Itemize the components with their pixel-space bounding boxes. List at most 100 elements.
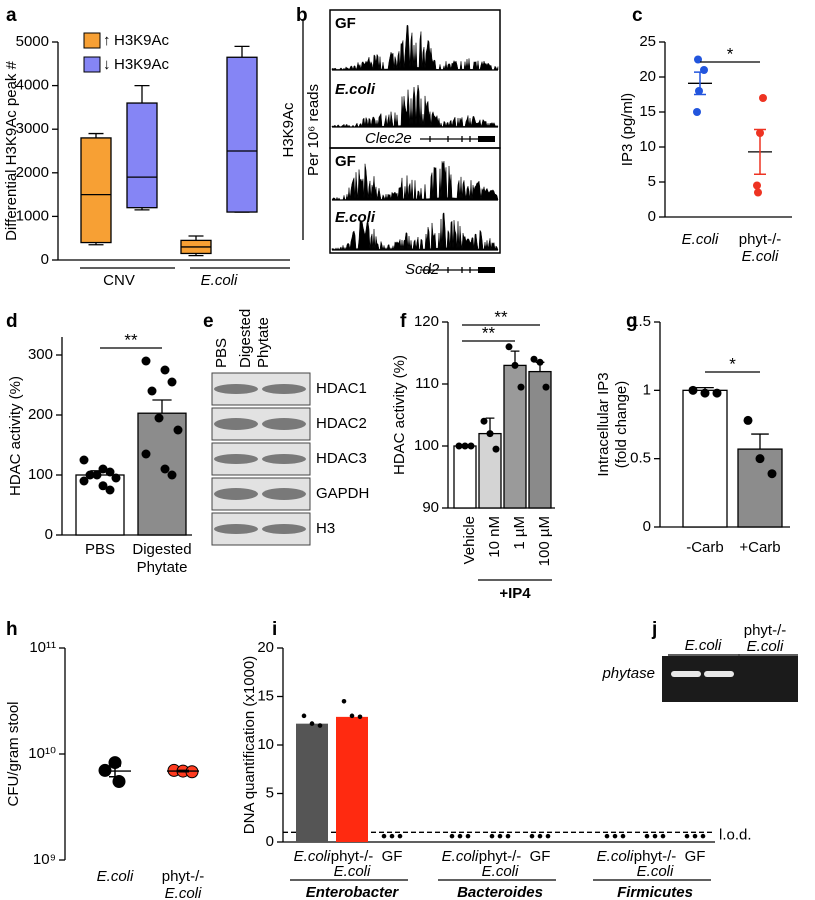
data-point (357, 714, 363, 720)
data-point (693, 108, 701, 116)
x-tick-label: phyt-/- (331, 848, 374, 865)
error-bar (177, 769, 189, 773)
y-tick-label: 200 (28, 406, 53, 423)
significance-label: ** (494, 307, 508, 326)
x-tick-label: E.coli (682, 231, 719, 248)
data-point (141, 356, 151, 366)
x-tick-label: E.coli (482, 863, 519, 880)
error-bar (751, 433, 769, 450)
legend-label: H3K9Ac (114, 32, 170, 49)
data-point (620, 833, 626, 839)
bar (336, 716, 368, 842)
x-tick-label: Digested (132, 541, 191, 558)
x-tick-label: 1 µM (511, 516, 528, 550)
data-point (98, 464, 108, 474)
data-point (660, 833, 666, 839)
y-axis-label: Differential H3K9Ac peak # (3, 60, 20, 240)
coverage-track (331, 161, 499, 201)
exon-block (478, 267, 495, 273)
y-axis-label: CFU/gram stool (5, 701, 22, 806)
x-tick-label: 10 nM (486, 516, 503, 558)
data-point (397, 833, 403, 839)
data-point (167, 377, 177, 387)
data-point (505, 343, 513, 351)
x-tick-label: +Carb (739, 539, 780, 556)
x-tick-label: GF (685, 848, 706, 865)
y-axis-label: IP3 (pg/ml) (619, 93, 636, 166)
data-point (480, 417, 488, 425)
data-point (317, 723, 323, 728)
panel-label: g (626, 311, 638, 332)
x-tick-label: E.coli (201, 272, 238, 289)
gene-label: Clec2e (365, 130, 412, 147)
y-axis-label: (fold change) (613, 381, 630, 469)
bar (453, 445, 477, 509)
data-point (389, 833, 395, 839)
blot-band (214, 418, 258, 430)
x-tick-label: -Carb (686, 539, 724, 556)
data-point (700, 833, 706, 839)
significance-label: * (727, 44, 734, 63)
y-axis-label: HDAC activity (%) (391, 355, 408, 475)
data-point (98, 481, 108, 491)
data-point (461, 442, 469, 450)
y-tick-label: 120 (414, 313, 439, 330)
data-point (98, 763, 112, 777)
panel-label: j (651, 619, 657, 640)
y-tick-label: 25 (639, 33, 656, 50)
y-tick-label: 5 (266, 784, 274, 801)
y-axis-label: HDAC activity (%) (7, 376, 24, 496)
whisker (188, 235, 204, 257)
lane-label: phyt-/- (744, 622, 787, 639)
data-point (160, 464, 170, 474)
column-label: Digested (237, 309, 254, 368)
blot-band (262, 418, 306, 430)
data-point (173, 425, 183, 435)
gel-band (704, 671, 734, 677)
data-point (743, 415, 753, 425)
y-tick-label: 0 (266, 833, 274, 850)
blot-band (214, 524, 258, 534)
x-tick-label: GF (530, 848, 551, 865)
data-point (147, 386, 157, 396)
data-point (85, 470, 95, 480)
data-point (505, 833, 511, 839)
data-point (489, 833, 495, 839)
data-point (112, 775, 126, 789)
track-label: E.coli (335, 209, 376, 226)
group-label: Firmicutes (617, 884, 693, 900)
x-tick-label: phyt-/- (739, 231, 782, 248)
data-point (105, 485, 115, 495)
legend-arrow: ↓ (103, 56, 111, 73)
x-tick-label: E.coli (742, 248, 779, 265)
box (80, 137, 112, 244)
data-point (301, 713, 307, 719)
data-point (529, 833, 535, 839)
y-tick-label: 300 (28, 346, 53, 363)
x-tick-label: phyt-/- (479, 848, 522, 865)
y-axis-label: DNA quantification (x1000) (241, 656, 258, 834)
x-tick-label: CNV (103, 272, 135, 289)
x-tick-label: GF (382, 848, 403, 865)
data-point (341, 698, 347, 704)
data-point (759, 94, 767, 102)
coverage-track (331, 24, 499, 71)
data-point (545, 833, 551, 839)
data-point (652, 833, 658, 839)
y-tick-label: 0 (45, 526, 53, 543)
data-point (604, 833, 610, 839)
data-point (497, 833, 503, 839)
y-tick-label: 5000 (16, 33, 49, 50)
data-point (349, 713, 355, 719)
significance-label: ** (482, 323, 496, 342)
y-tick-label: 10⁹ (33, 851, 56, 868)
row-label: GAPDH (316, 485, 369, 502)
y-tick-label: 1 (643, 381, 651, 398)
panel-label: h (6, 619, 18, 640)
group-label: Enterobacter (306, 884, 400, 900)
x-tick-label: phyt-/- (162, 868, 205, 885)
y-tick-label: 1000 (16, 207, 49, 224)
y-tick-label: 100 (28, 466, 53, 483)
panel-label: e (203, 311, 214, 332)
